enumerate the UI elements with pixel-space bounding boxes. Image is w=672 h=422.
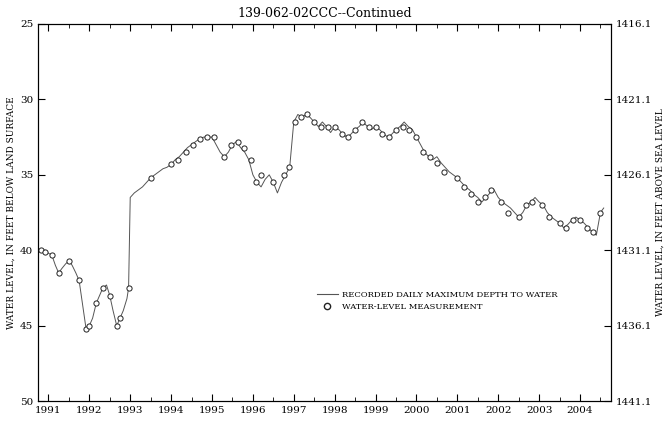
Point: [425, 153, 435, 160]
Point: [233, 138, 243, 145]
Point: [404, 126, 415, 133]
Point: [218, 153, 229, 160]
Point: [302, 111, 312, 118]
Title: 139-062-02CCC--Continued: 139-062-02CCC--Continued: [237, 7, 412, 20]
Point: [486, 187, 497, 193]
Point: [349, 126, 360, 133]
Point: [187, 141, 198, 148]
Point: [91, 300, 101, 306]
Point: [104, 292, 115, 299]
Point: [527, 199, 538, 206]
Point: [479, 194, 490, 201]
Point: [323, 123, 333, 130]
Point: [384, 134, 394, 141]
Point: [181, 149, 192, 156]
Point: [81, 325, 91, 332]
Point: [316, 123, 327, 130]
Point: [561, 224, 572, 231]
Point: [296, 114, 306, 121]
Point: [166, 161, 177, 168]
Point: [290, 119, 301, 125]
Point: [568, 217, 579, 224]
Point: [208, 134, 219, 141]
Legend: RECORDED DAILY MAXIMUM DEPTH TO WATER, WATER-LEVEL MEASUREMENT: RECORDED DAILY MAXIMUM DEPTH TO WATER, W…: [314, 287, 560, 314]
Point: [309, 119, 320, 125]
Point: [431, 160, 442, 166]
Point: [336, 131, 347, 138]
Point: [581, 224, 592, 231]
Point: [390, 126, 401, 133]
Point: [575, 217, 585, 224]
Point: [398, 123, 409, 130]
Point: [46, 252, 57, 258]
Point: [452, 174, 463, 181]
Point: [472, 199, 483, 206]
Point: [278, 171, 289, 178]
Point: [97, 284, 108, 291]
Point: [195, 135, 206, 142]
Point: [115, 315, 126, 322]
Point: [377, 131, 388, 138]
Point: [554, 220, 565, 227]
Point: [112, 322, 122, 329]
Point: [84, 322, 95, 329]
Point: [256, 171, 267, 178]
Point: [284, 164, 294, 170]
Point: [513, 214, 524, 220]
Point: [64, 257, 75, 264]
Point: [466, 191, 476, 198]
Point: [239, 144, 250, 151]
Point: [544, 214, 554, 220]
Point: [40, 249, 50, 255]
Point: [459, 184, 470, 190]
Point: [343, 134, 353, 141]
Point: [36, 247, 47, 254]
Point: [537, 202, 548, 208]
Point: [246, 156, 257, 163]
Point: [411, 134, 422, 141]
Y-axis label: WATER LEVEL, IN FEET ABOVE SEA LEVEL: WATER LEVEL, IN FEET ABOVE SEA LEVEL: [656, 109, 665, 316]
Point: [370, 123, 381, 130]
Point: [145, 174, 156, 181]
Point: [588, 229, 599, 235]
Point: [418, 149, 429, 156]
Y-axis label: WATER LEVEL, IN FEET BELOW LAND SURFACE: WATER LEVEL, IN FEET BELOW LAND SURFACE: [7, 96, 16, 329]
Point: [595, 209, 605, 216]
Point: [364, 123, 374, 130]
Point: [438, 168, 449, 175]
Point: [329, 123, 340, 130]
Point: [123, 284, 134, 291]
Point: [202, 134, 212, 141]
Point: [503, 209, 514, 216]
Point: [251, 179, 261, 186]
Point: [496, 199, 507, 206]
Point: [225, 141, 236, 148]
Point: [520, 202, 531, 208]
Point: [268, 179, 279, 186]
Point: [74, 277, 85, 284]
Point: [173, 156, 183, 163]
Point: [53, 270, 64, 276]
Point: [357, 119, 368, 125]
